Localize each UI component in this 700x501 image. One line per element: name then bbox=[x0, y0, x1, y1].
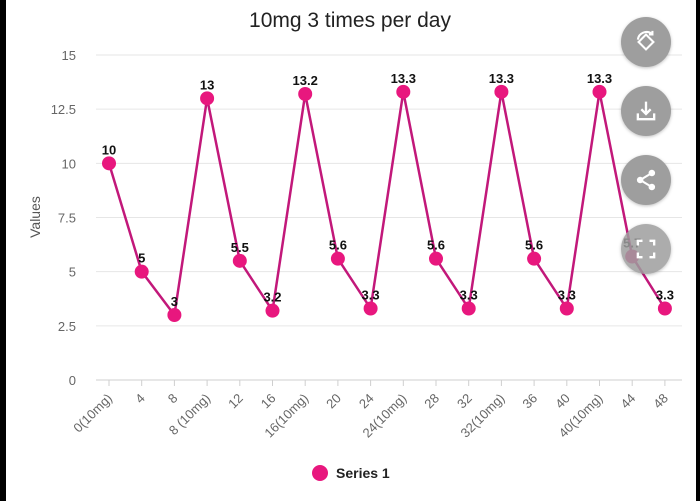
data-label: 13 bbox=[200, 77, 214, 92]
legend-marker bbox=[312, 465, 328, 481]
y-tick-label: 0 bbox=[69, 373, 76, 388]
data-label: 5 bbox=[138, 251, 145, 266]
x-tick-label: 48 bbox=[650, 391, 671, 412]
y-axis-label: Values bbox=[27, 196, 43, 238]
data-point[interactable] bbox=[330, 251, 345, 266]
data-label: 5.5 bbox=[231, 240, 249, 255]
data-label: 3.2 bbox=[263, 290, 281, 305]
data-point[interactable] bbox=[200, 91, 215, 106]
data-label: 3.3 bbox=[362, 288, 380, 303]
chart-card: 0 2.5 5 7.5 10 12.5 15 0(10mg) 4 8 8 (10mg) 12 16 16… bbox=[6, 0, 696, 501]
data-point[interactable] bbox=[265, 303, 280, 318]
x-tick-label: 44 bbox=[617, 391, 638, 412]
data-point[interactable] bbox=[363, 301, 378, 316]
fullscreen-button[interactable] bbox=[621, 224, 671, 274]
x-tick-label: 8 bbox=[165, 391, 181, 407]
data-label: 3.3 bbox=[656, 288, 674, 303]
data-label: 13.3 bbox=[489, 71, 514, 86]
data-label: 10 bbox=[102, 142, 116, 157]
share-button[interactable] bbox=[621, 155, 671, 205]
data-label: 3.3 bbox=[558, 288, 576, 303]
y-tick-label: 2.5 bbox=[58, 319, 76, 334]
x-tick-label: 36 bbox=[519, 391, 540, 412]
data-point[interactable] bbox=[134, 264, 149, 279]
fullscreen-icon bbox=[636, 239, 656, 259]
rotate-button[interactable] bbox=[621, 17, 671, 67]
data-label: 5.6 bbox=[525, 238, 543, 253]
y-tick-label: 12.5 bbox=[51, 102, 76, 117]
x-tick-label: 16 bbox=[258, 391, 279, 412]
x-tick-label: 24 bbox=[356, 391, 377, 412]
data-label: 3 bbox=[171, 294, 178, 309]
data-point[interactable] bbox=[559, 301, 574, 316]
data-label: 5.6 bbox=[329, 238, 347, 253]
data-label: 5.6 bbox=[427, 238, 445, 253]
x-tick-label: 28 bbox=[421, 391, 442, 412]
data-point[interactable] bbox=[592, 84, 607, 99]
data-point[interactable] bbox=[167, 308, 182, 322]
legend[interactable]: Series 1 bbox=[312, 465, 390, 481]
x-tick-label: 40 bbox=[552, 391, 573, 412]
data-label: 13.2 bbox=[293, 73, 318, 88]
chart-title: 10mg 3 times per day bbox=[249, 9, 451, 32]
data-point[interactable] bbox=[102, 156, 116, 171]
data-point[interactable] bbox=[461, 301, 476, 316]
y-tick-label: 15 bbox=[62, 48, 76, 63]
x-tick-label: 32 bbox=[454, 391, 475, 412]
data-label: 3.3 bbox=[460, 288, 478, 303]
data-point[interactable] bbox=[396, 84, 411, 99]
data-label: 13.3 bbox=[587, 71, 612, 86]
data-point[interactable] bbox=[429, 251, 443, 266]
x-tick-label: 0(10mg) bbox=[70, 391, 115, 436]
download-icon bbox=[636, 101, 656, 121]
data-label: 13.3 bbox=[391, 71, 416, 86]
x-tick-label: 12 bbox=[225, 391, 246, 412]
y-axis-ticks: 0 2.5 5 7.5 10 12.5 15 bbox=[51, 48, 76, 388]
y-tick-label: 7.5 bbox=[58, 211, 76, 226]
data-point[interactable] bbox=[657, 301, 672, 316]
data-point[interactable] bbox=[298, 87, 313, 101]
series-1-line bbox=[107, 90, 666, 317]
rotate-icon bbox=[636, 30, 655, 51]
x-tick-label: 20 bbox=[323, 391, 344, 412]
download-button[interactable] bbox=[621, 86, 671, 136]
data-point[interactable] bbox=[527, 251, 542, 266]
data-point[interactable] bbox=[494, 84, 509, 99]
y-tick-label: 5 bbox=[69, 265, 76, 280]
legend-label: Series 1 bbox=[336, 465, 390, 481]
grid bbox=[96, 54, 682, 381]
x-tick-label: 4 bbox=[132, 391, 148, 407]
share-icon bbox=[636, 169, 656, 191]
data-point[interactable] bbox=[232, 253, 247, 268]
y-tick-label: 10 bbox=[62, 156, 76, 171]
